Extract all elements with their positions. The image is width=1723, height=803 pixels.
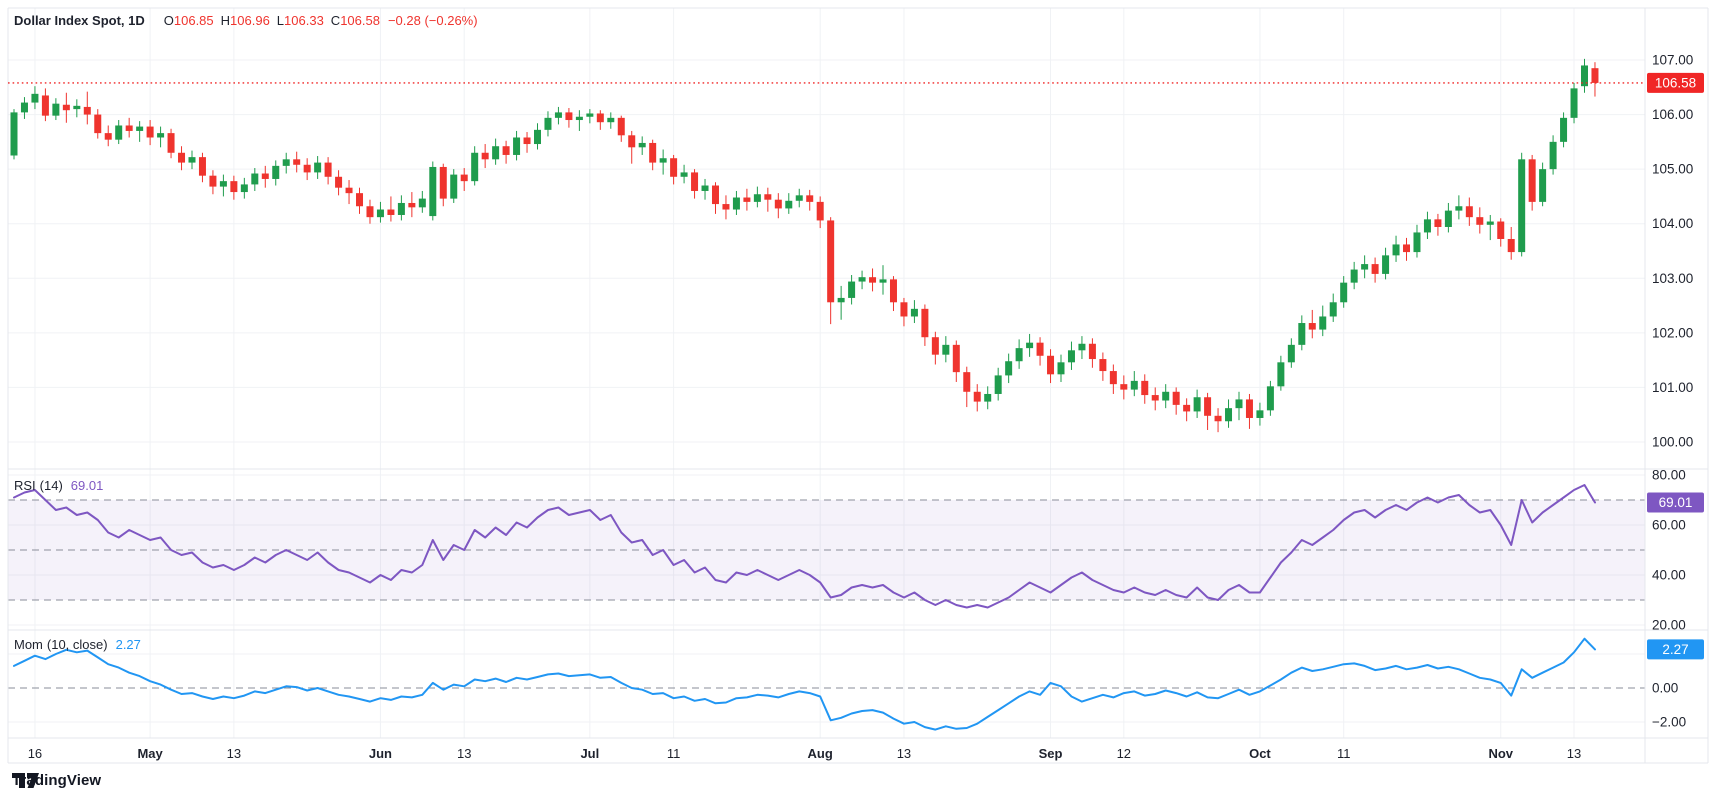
tradingview-logo-icon <box>12 773 39 788</box>
candles-layer <box>10 58 1599 433</box>
axis-label: 104.00 <box>1652 216 1693 231</box>
open-label: O <box>163 13 174 28</box>
axis-label: 0.00 <box>1652 681 1678 696</box>
time-axis-label: 11 <box>1337 746 1351 761</box>
axis-label: 107.00 <box>1652 53 1693 68</box>
mom-params: (10, close) <box>46 637 108 652</box>
mom-current-value: 2.27 <box>115 637 141 652</box>
time-axis-label: Jun <box>369 746 392 761</box>
grid-layer <box>8 8 1645 738</box>
rsi-pane-title: RSI (14) 69.01 <box>14 478 103 493</box>
time-axis-label: Nov <box>1488 746 1513 761</box>
time-axis-label: Sep <box>1039 746 1063 761</box>
rsi-line <box>13 484 1596 609</box>
axis-label: 101.00 <box>1652 380 1693 395</box>
axis-label: 100.00 <box>1652 434 1693 449</box>
axis-label: 103.00 <box>1652 271 1693 286</box>
mom-value-badge <box>1647 639 1704 660</box>
axis-label: 20.00 <box>1652 618 1686 633</box>
mom-name[interactable]: Mom <box>14 637 43 652</box>
time-axis-label: 16 <box>28 746 42 761</box>
indicator-lines <box>13 484 1596 731</box>
mom-line <box>13 637 1596 731</box>
high-label: H <box>220 13 231 28</box>
low-label: L <box>276 13 285 28</box>
axis-label: 105.00 <box>1652 162 1693 177</box>
rsi-value-badge <box>1647 492 1704 513</box>
time-axis-label: May <box>137 746 163 761</box>
mom-value-badge-value: 2.27 <box>1662 642 1688 657</box>
axis-label: 106.00 <box>1652 107 1693 122</box>
last-price-badge <box>1647 72 1704 93</box>
close-label: C <box>330 13 341 28</box>
time-axis-label: 13 <box>1567 746 1581 761</box>
symbol-title[interactable]: Dollar Index Spot, 1D <box>14 13 145 28</box>
time-axis-label: Aug <box>808 746 833 761</box>
axis-label: −2.00 <box>1652 715 1686 730</box>
price-axis[interactable]: 107.00 106.00 105.00 104.00 103.00 102.00 101.… <box>1647 53 1704 730</box>
open-value: 106.85 <box>173 13 214 28</box>
time-axis-label: 11 <box>667 746 681 761</box>
time-axis-label: 13 <box>897 746 911 761</box>
rsi-params: (14) <box>39 478 63 493</box>
axis-label: 40.00 <box>1652 568 1686 583</box>
close-value: 106.58 <box>340 13 380 28</box>
mom-pane-title: Mom (10, close) 2.27 <box>14 637 141 652</box>
change-value: −0.28 (−0.26%) <box>387 13 478 28</box>
axis-label: 80.00 <box>1652 468 1686 483</box>
high-value: 106.96 <box>230 13 270 28</box>
axis-label: 102.00 <box>1652 325 1693 340</box>
last-price-badge-value: 106.58 <box>1655 75 1696 90</box>
time-axis-label: Jul <box>580 746 599 761</box>
time-axis-label: 13 <box>227 746 241 761</box>
tradingview-attribution[interactable]: TradingView <box>12 772 101 789</box>
time-axis-label: 13 <box>457 746 471 761</box>
rsi-current-value: 69.01 <box>70 478 104 493</box>
rsi-name[interactable]: RSI <box>14 478 36 493</box>
time-axis-label: 12 <box>1117 746 1131 761</box>
low-value: 106.33 <box>284 13 324 28</box>
time-axis-label: Oct <box>1249 746 1271 761</box>
time-axis[interactable]: 16 May 13 Jun 13 Jul 11 Aug 13 Sep 12 Oct 11 Nov 13 <box>28 746 1582 761</box>
rsi-value-badge-value: 69.01 <box>1659 495 1693 510</box>
chart-legend: Dollar Index Spot, 1D O106.85 H106.96 L106.… <box>14 13 478 28</box>
axis-label: 60.00 <box>1652 518 1686 533</box>
pane-separators <box>7 7 1709 764</box>
